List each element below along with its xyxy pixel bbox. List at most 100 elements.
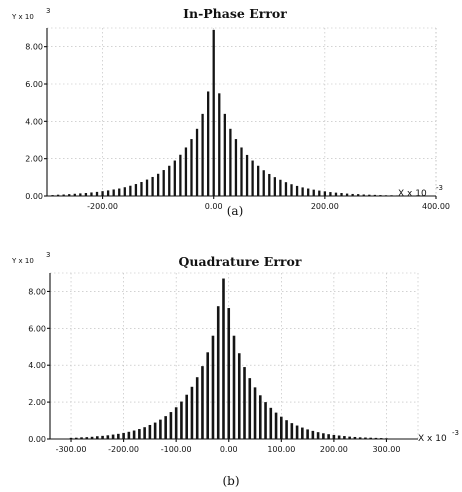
y-tick-label: 4.00	[28, 361, 46, 370]
panel-a: Y x 10 3 In-Phase Error -200.00 0.00 200.0…	[11, 6, 450, 218]
bar	[357, 194, 360, 196]
bar	[68, 194, 71, 196]
bar	[290, 423, 294, 439]
bar	[295, 185, 299, 196]
panel-a-title: In-Phase Error	[183, 6, 287, 21]
bar	[358, 437, 362, 439]
bar	[353, 436, 357, 439]
bar	[174, 407, 178, 439]
panel-b-caption: (b)	[222, 474, 239, 488]
panel-b-axes	[47, 273, 418, 442]
bar	[180, 401, 183, 439]
x-tick-label: 0.00	[220, 445, 238, 454]
bar	[327, 434, 330, 439]
panel-b-x-unit-exponent: -3	[452, 429, 459, 437]
bar	[373, 194, 377, 196]
panel-a-caption: (a)	[227, 204, 244, 218]
bar	[232, 335, 236, 439]
bar	[316, 432, 320, 439]
bar	[122, 432, 125, 439]
panel-a-axes	[44, 28, 437, 199]
bar	[179, 154, 182, 196]
bar	[185, 394, 188, 439]
bar	[364, 437, 367, 439]
bar	[245, 154, 249, 196]
bar	[311, 430, 315, 439]
bar	[112, 189, 115, 196]
bar	[234, 139, 238, 196]
bar	[290, 184, 293, 196]
bar	[156, 173, 160, 196]
bar	[343, 436, 346, 439]
bar	[74, 437, 78, 439]
bar	[218, 93, 221, 196]
bar	[323, 191, 327, 196]
bar	[340, 193, 343, 196]
bar	[369, 437, 372, 439]
bar	[284, 182, 288, 196]
y-tick-label: 8.00	[25, 43, 43, 52]
bar	[212, 29, 215, 197]
bar	[95, 191, 99, 196]
panel-a-y-unit-exponent: 3	[46, 7, 50, 15]
bar	[73, 193, 76, 196]
panel-a-x-unit-exponent: -3	[436, 184, 443, 192]
bar	[101, 191, 104, 196]
panel-a-x-unit: X x 10	[398, 189, 427, 199]
bar	[106, 190, 110, 196]
bar	[195, 377, 199, 439]
bar	[159, 419, 162, 439]
bar	[211, 335, 215, 439]
bar	[237, 353, 241, 439]
bar	[253, 387, 257, 439]
bar	[332, 434, 336, 439]
bar	[269, 407, 273, 439]
panel-a-y-unit: Y x 10	[11, 13, 34, 21]
bar	[312, 189, 315, 196]
bar	[151, 176, 154, 196]
bar	[307, 188, 310, 196]
bar	[153, 422, 157, 439]
bar	[207, 91, 210, 196]
panel-b-x-unit: X x 10	[418, 434, 447, 444]
bar	[80, 437, 83, 439]
x-tick-label: 200.00	[320, 445, 348, 454]
bar	[262, 170, 265, 196]
bar	[206, 352, 210, 439]
bar	[96, 436, 99, 439]
bar	[134, 184, 138, 196]
bar	[285, 420, 288, 439]
y-tick-label: 6.00	[28, 324, 46, 333]
x-tick-label: -200.00	[108, 445, 139, 454]
x-tick-label: 0.00	[205, 202, 223, 211]
bar	[351, 193, 354, 196]
bar	[148, 424, 152, 439]
panel-b-y-unit-exponent: 3	[46, 251, 50, 259]
bar	[145, 179, 149, 196]
bar	[334, 192, 338, 196]
y-tick-label: 6.00	[25, 80, 43, 89]
y-tick-label: 0.00	[28, 435, 46, 444]
bar	[295, 425, 299, 439]
bar	[243, 367, 246, 439]
bar	[90, 192, 93, 196]
x-tick-label: -300.00	[56, 445, 87, 454]
bar	[162, 170, 165, 196]
bar	[168, 165, 171, 196]
y-tick-label: 0.00	[25, 192, 43, 201]
bar	[190, 386, 194, 439]
bar	[117, 433, 120, 439]
bar	[273, 177, 276, 196]
bar	[111, 434, 115, 439]
bar	[258, 395, 262, 439]
bar	[106, 435, 110, 439]
panel-a-bars	[51, 29, 404, 197]
bar	[345, 193, 349, 196]
panel-b-title: Quadrature Error	[179, 254, 302, 269]
bar	[222, 278, 225, 439]
bar	[318, 190, 321, 196]
bar	[264, 402, 267, 439]
bar	[129, 185, 132, 196]
bar	[306, 429, 309, 439]
y-tick-label: 4.00	[25, 117, 43, 126]
